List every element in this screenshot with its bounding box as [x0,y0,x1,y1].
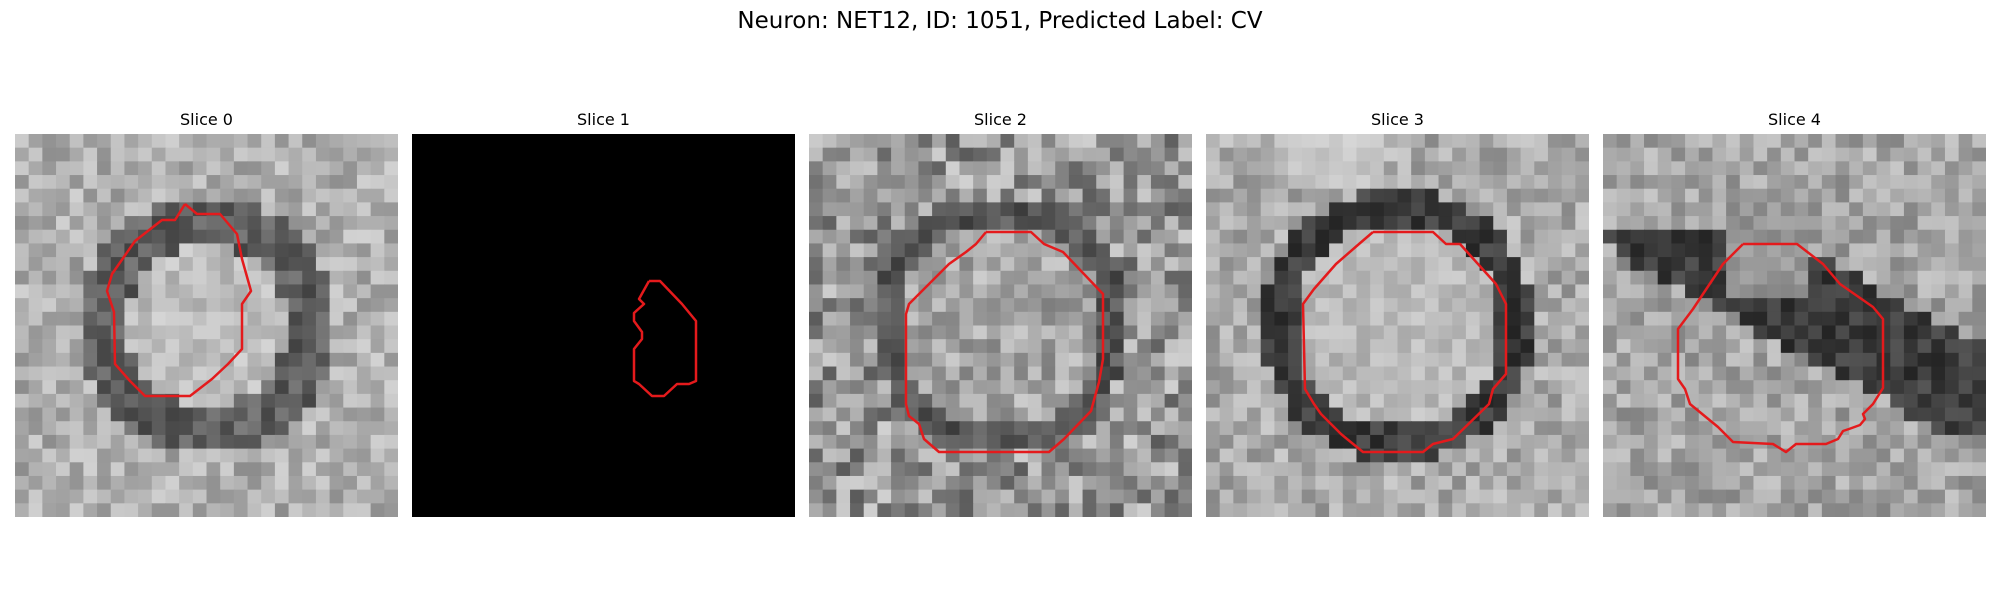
slice-1-panel [412,134,795,517]
slice-2-contour [904,230,1105,454]
slice-2-image [809,134,1192,517]
slice-4-panel [1603,134,1986,517]
slice-1-title: Slice 1 [577,110,630,129]
slice-2-pixels [809,134,1192,517]
slice-3-panel [1206,134,1589,517]
slice-1-background [412,134,795,517]
slice-3-image [1206,134,1589,517]
slice-4-title: Slice 4 [1768,110,1821,129]
slice-1-image [412,134,795,517]
slice-4-pixels [1603,134,1986,517]
slice-3-title: Slice 3 [1371,110,1424,129]
slice-4-image [1603,134,1986,517]
slice-0-title: Slice 0 [180,110,233,129]
slice-0-panel [15,134,398,517]
slice-0-image [15,134,398,517]
slice-4-contour [1676,242,1885,454]
slice-2-title: Slice 2 [974,110,1027,129]
slice-1-contour [632,279,698,398]
figure-title: Neuron: NET12, ID: 1051, Predicted Label… [737,8,1263,34]
slice-3-pixels [1206,134,1589,517]
slice-2-panel [809,134,1192,517]
slice-3-contour [1301,230,1508,454]
slice-0-pixels [15,134,398,517]
slice-0-contour [105,203,253,398]
